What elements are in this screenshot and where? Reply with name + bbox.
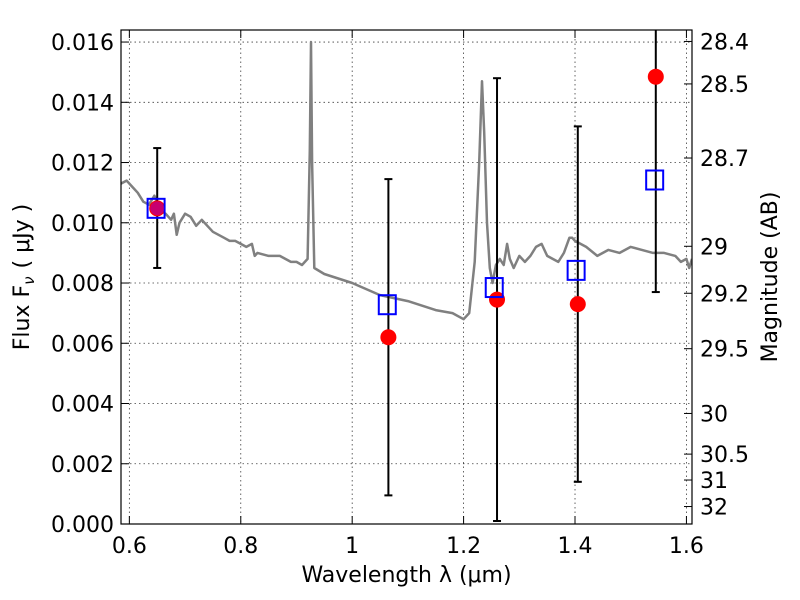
x-tick-label: 1.2: [446, 534, 481, 559]
ticks: 0.6 0.8 1 1.2 1.4 1.6 0.000 0.002 0.004 0.006 0.00…: [51, 30, 749, 559]
y-axis-label-main: Flux F: [10, 285, 35, 350]
y-tick-label: 0.014: [51, 91, 114, 116]
y-tick-label: 0.010: [51, 212, 114, 237]
observed-flux-point: [647, 68, 664, 85]
y2-tick-label: 28.4: [700, 30, 749, 55]
y2-tick-label: 30.5: [700, 443, 749, 468]
y2-tick-label: 29.2: [700, 282, 749, 307]
plot-frame: [120, 29, 693, 525]
model-photometry-point: [566, 259, 586, 281]
model-photometry-point: [146, 197, 166, 219]
model-sed-line: [121, 40, 692, 321]
x-tick-label: 1.4: [558, 534, 593, 559]
y2-tick-label: 29.5: [700, 338, 749, 363]
y-tick-label: 0.004: [51, 393, 114, 418]
x-tick-label: 0.6: [112, 534, 147, 559]
y-tick-label: 0.002: [51, 453, 114, 478]
plot-area: [121, 40, 692, 321]
y2-tick-label: 30: [700, 402, 728, 427]
y-axis-label-sub: ν: [20, 276, 38, 284]
y-axis-label: Flux Fν ( μJy ): [10, 204, 38, 350]
y2-tick-label: 28.7: [700, 147, 749, 172]
x-tick-label: 1.6: [669, 534, 704, 559]
y2-tick-label: 28.5: [700, 73, 749, 98]
y-tick-label: 0.016: [51, 31, 114, 56]
y2-tick-label: 31: [700, 469, 728, 494]
y-tick-label: 0.000: [51, 513, 114, 538]
x-tick-label: 0.8: [223, 534, 258, 559]
y-axis-label-unit: ( μJy ): [10, 204, 35, 269]
y-tick-label: 0.008: [51, 272, 114, 297]
y2-axis-label: Magnitude (AB): [758, 192, 783, 363]
x-axis-label: Wavelength λ (μm): [301, 563, 511, 588]
y2-tick-label: 32: [700, 496, 728, 521]
model-photometry-point: [645, 169, 665, 191]
observed-flux-point: [489, 291, 506, 308]
observed-flux-point: [569, 296, 586, 313]
y-tick-label: 0.006: [51, 332, 114, 357]
y2-tick-label: 29: [700, 235, 728, 260]
markers: [146, 30, 665, 522]
grid-lines: [121, 30, 692, 525]
model-photometry-point: [377, 294, 397, 316]
overlap-point: [150, 201, 165, 216]
x-tick-label: 1: [345, 534, 359, 559]
observed-flux-point: [380, 329, 397, 346]
y-tick-label: 0.012: [51, 152, 114, 177]
model-photometry-point: [484, 277, 504, 299]
